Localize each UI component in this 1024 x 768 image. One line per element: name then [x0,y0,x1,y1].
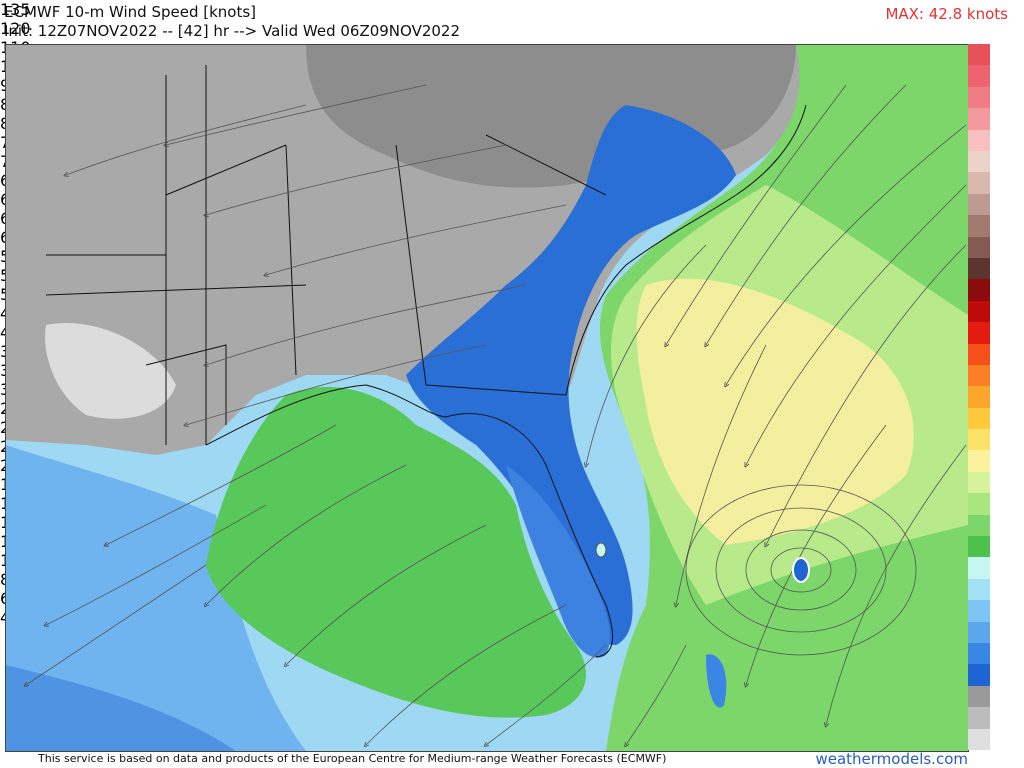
legend-swatch [968,450,990,473]
legend-swatch [968,514,990,537]
boundaries [45,65,807,658]
legend-swatch [968,65,990,88]
legend-swatch [968,407,990,430]
florida-peninsula [506,465,610,658]
legend-swatch [968,300,990,323]
init-valid-line: Init: 12Z07NOV2022 -- [42] hr --> Valid … [4,22,461,40]
legend-swatch [968,193,990,216]
legend-swatch [968,215,990,238]
legend-swatch [968,172,990,195]
bahamas-shallow [706,654,727,708]
legend-swatch [968,236,990,259]
legend-swatch [968,129,990,152]
legend-label: 120 [0,19,31,38]
map-title: ECMWF 10-m Wind Speed [knots] [4,3,257,21]
legend-label: 135 [0,0,31,19]
legend-swatch [968,557,990,580]
legend-swatch [968,536,990,558]
ecmwf-credit: This service is based on data and produc… [38,752,667,765]
legend-swatch [968,578,990,601]
color-legend [968,44,990,751]
legend-swatch [968,685,990,708]
legend-swatch [968,493,990,516]
land-light-patch [45,323,177,419]
gulf-green [206,386,586,718]
legend-swatch [968,707,990,730]
blue-weak-wind-region [406,105,736,645]
legend-swatch [968,600,990,623]
legend-swatch [968,343,990,366]
legend-swatch [968,108,990,131]
low-pressure-swirl [685,484,917,656]
map-canvas [6,45,968,751]
legend-swatch [968,664,990,687]
legend-swatch [968,429,990,451]
legend-swatch [968,643,990,665]
brand-watermark[interactable]: weathermodels.com [815,750,968,768]
legend-swatch [968,471,990,494]
gulf-southwest-blue [6,665,236,751]
legend-swatch [968,364,990,387]
legend-swatch [968,322,990,344]
max-value: MAX: 42.8 knots [885,5,1008,23]
legend-swatch [968,86,990,109]
legend-swatch [968,257,990,280]
legend-swatch [968,150,990,173]
wind-speed-map[interactable] [5,44,969,752]
legend-swatch [968,44,990,66]
legend-swatch [968,279,990,302]
low-center [792,557,810,583]
lake-okeechobee-calm [595,542,607,558]
streamlines [26,84,967,745]
legend-swatch [968,621,990,644]
legend-swatch [968,386,990,409]
legend-swatch [968,728,990,751]
